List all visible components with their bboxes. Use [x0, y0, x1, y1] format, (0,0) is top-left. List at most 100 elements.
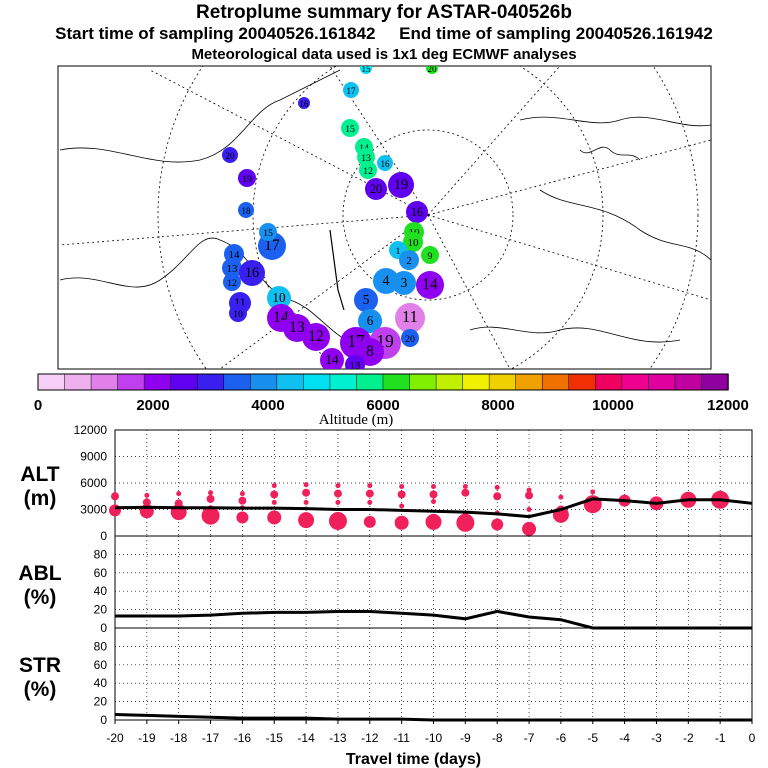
colorbar-tick-label: 6000 [366, 397, 399, 414]
plume-marker [388, 172, 414, 198]
cluster-marker [335, 499, 341, 505]
cluster-marker [429, 490, 438, 499]
y-tick-label: 9000 [80, 450, 107, 464]
plume-point: 16 [239, 260, 265, 286]
plume-day-label: 18 [242, 206, 252, 216]
x-tick-label: -2 [683, 731, 694, 745]
colorbar-cell [488, 373, 517, 391]
cluster-marker [494, 484, 500, 490]
plume-point: 20 [365, 178, 387, 200]
plume-marker [343, 82, 359, 98]
plume-day-label: 6 [367, 313, 374, 328]
plume-point: 14 [416, 271, 444, 299]
y-tick-label: 40 [94, 584, 108, 598]
plume-point: 12 [359, 161, 377, 179]
cluster-marker [333, 489, 342, 498]
cluster-marker [201, 506, 220, 525]
colorbar-cell [701, 373, 729, 391]
cluster-marker [491, 518, 504, 531]
x-axis-label: Travel time (days) [346, 751, 481, 768]
colorbar: 0 2000 4000 6000 8000 10000 12000 Altitude (m) [34, 373, 749, 428]
colorbar-cell [435, 373, 464, 391]
plume-day-label: 15 [345, 124, 355, 135]
plume-day-label: 20 [428, 64, 438, 74]
colorbar-cell [37, 373, 66, 391]
cluster-marker [363, 515, 376, 528]
plume-marker [354, 288, 378, 312]
panel-unit: (m) [24, 487, 57, 510]
plume-marker [341, 119, 359, 137]
plume-day-label: 13 [289, 319, 305, 336]
plume-day-label: 2 [406, 255, 412, 267]
plume-day-label: 12 [363, 166, 373, 177]
cluster-marker [456, 513, 475, 532]
x-tick-label: -11 [393, 731, 410, 745]
plume-marker [345, 355, 365, 369]
cluster-marker [367, 499, 373, 505]
cluster-marker [365, 489, 374, 498]
mean-altitude-line [114, 497, 753, 519]
plume-day-label: 17 [264, 237, 280, 254]
x-tick-label: -14 [297, 731, 315, 745]
plume-marker [377, 155, 393, 171]
cluster-marker [335, 483, 341, 489]
plume-point: 10 [403, 232, 423, 252]
cluster-marker [303, 499, 309, 505]
map-panel: 1516172019181514131216201916101091243141… [57, 64, 712, 370]
y-tick-label: 20 [94, 603, 108, 617]
plume-point: 16 [298, 97, 310, 109]
cluster-marker [239, 491, 245, 497]
cluster-marker [267, 510, 282, 525]
cluster-marker [302, 488, 311, 497]
cluster-marker [431, 499, 436, 505]
plume-point: 5 [354, 288, 378, 312]
cluster-marker [238, 496, 247, 505]
colorbar-tick-label: 4000 [251, 397, 284, 414]
cluster-marker [367, 483, 373, 489]
y-tick-label: 20 [94, 695, 108, 709]
plume-point: 13 [222, 258, 242, 278]
colorbar-cell [329, 373, 358, 391]
cluster-marker [271, 499, 277, 505]
y-tick-label: 6000 [80, 476, 107, 490]
plume-marker [395, 303, 425, 333]
cluster-marker [590, 489, 596, 495]
plume-day-label: 9 [428, 251, 433, 262]
colorbar-cell [90, 373, 119, 391]
panel-alt: 0 3000 6000 9000 12000 ALT(m) [20, 423, 753, 543]
plume-day-label: 16 [381, 159, 391, 169]
start-time-label: Start time of sampling 20040526.161842 [55, 24, 376, 43]
plume-day-label: 8 [366, 343, 374, 360]
y-tick-label: 60 [94, 658, 108, 672]
x-tick-label: -15 [266, 731, 284, 745]
colorbar-cell [117, 373, 145, 391]
x-tick-label: -20 [106, 731, 124, 745]
plume-marker [222, 147, 238, 163]
plume-day-label: 13 [361, 153, 371, 164]
x-tick-label: -17 [202, 731, 220, 745]
cluster-marker [397, 490, 406, 499]
y-tick-label: 40 [94, 676, 108, 690]
plume-point: 10 [229, 304, 247, 322]
plume-point: 3 [392, 271, 416, 295]
cluster-marker [144, 492, 150, 498]
plume-marker [238, 202, 254, 218]
plume-point: 19 [238, 169, 256, 187]
plume-marker [373, 268, 399, 294]
plume-point: 16 [406, 201, 428, 223]
y-tick-label: 80 [94, 547, 108, 561]
plume-day-label: 5 [363, 292, 370, 307]
cluster-marker [525, 491, 534, 500]
plume-marker [401, 329, 419, 347]
colorbar-cell [196, 373, 225, 391]
plume-point: 17 [343, 82, 359, 98]
colorbar-cell [462, 373, 490, 391]
colorbar-cell [515, 373, 543, 391]
plume-day-label: 20 [370, 182, 382, 196]
cluster-marker [462, 484, 468, 490]
plume-point: 15 [259, 223, 277, 241]
cluster-marker [208, 490, 214, 496]
plume-point: 12 [223, 273, 241, 291]
plume-day-label: 14 [325, 352, 339, 367]
